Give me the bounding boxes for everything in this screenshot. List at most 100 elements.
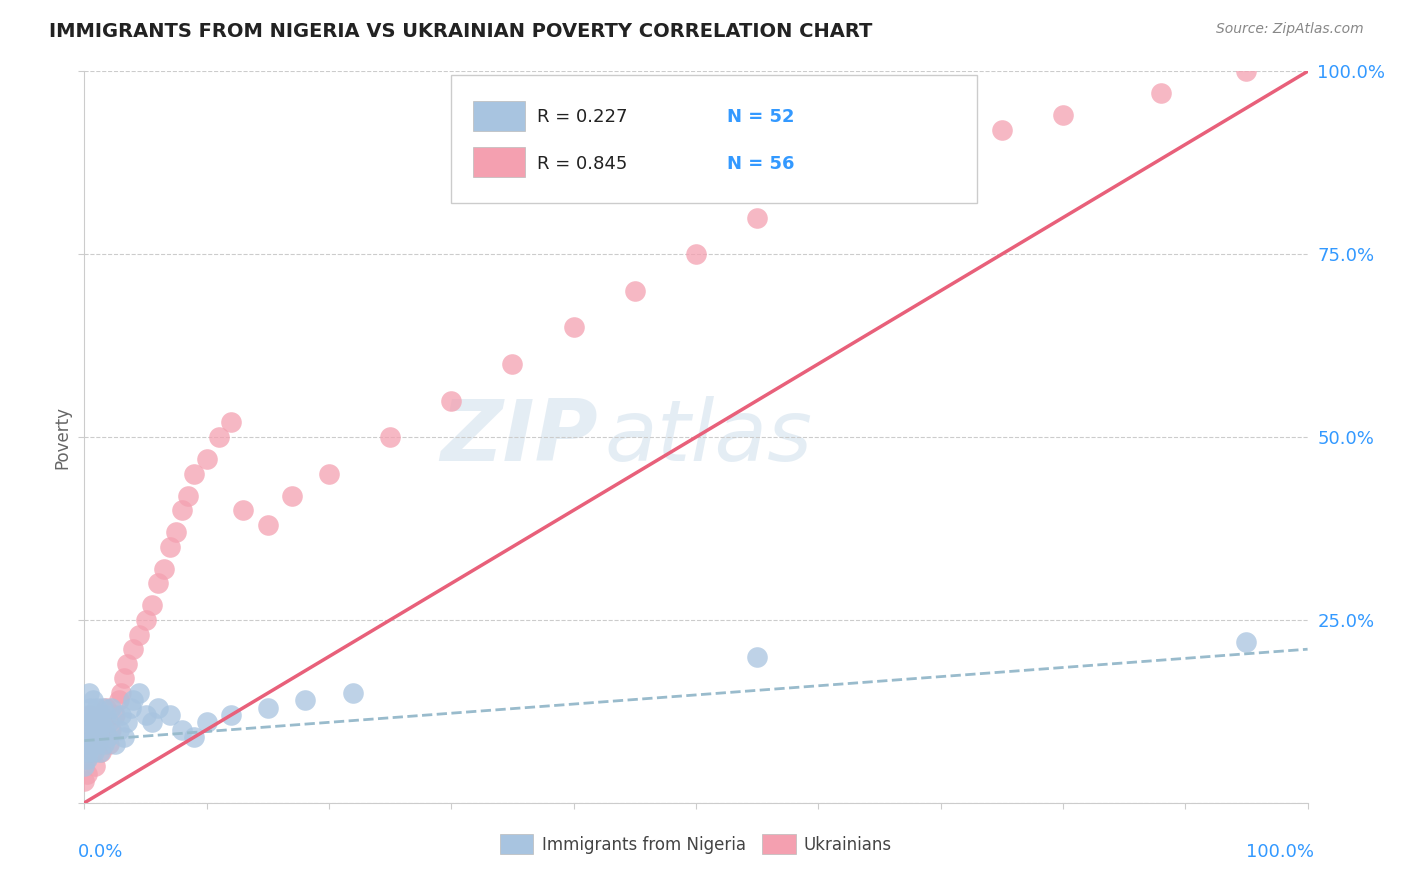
Point: [502, 357, 524, 371]
Point: [89, 708, 111, 723]
Point: [86, 737, 108, 751]
FancyBboxPatch shape: [474, 101, 524, 131]
Point: [100, 700, 122, 714]
Point: [208, 430, 231, 444]
Point: [84, 730, 107, 744]
Text: N = 52: N = 52: [727, 109, 794, 127]
Text: ZIP: ZIP: [440, 395, 598, 479]
Point: [122, 693, 145, 707]
Point: [281, 489, 304, 503]
Point: [77, 708, 100, 723]
Point: [112, 730, 135, 744]
Point: [128, 686, 150, 700]
Point: [79, 700, 101, 714]
Point: [82, 708, 104, 723]
Point: [87, 708, 110, 723]
Point: [107, 723, 129, 737]
Point: [342, 686, 364, 700]
Point: [93, 715, 115, 730]
Point: [107, 693, 129, 707]
Point: [115, 715, 138, 730]
Point: [135, 613, 157, 627]
Point: [87, 723, 110, 737]
Point: [807, 174, 830, 188]
Point: [685, 247, 707, 261]
Point: [165, 525, 187, 540]
Point: [86, 737, 108, 751]
Point: [75, 752, 97, 766]
Point: [110, 708, 132, 723]
Point: [141, 715, 163, 730]
Point: [219, 708, 242, 723]
Point: [991, 123, 1014, 137]
Point: [77, 723, 100, 737]
Point: [91, 730, 114, 744]
Text: Source: ZipAtlas.com: Source: ZipAtlas.com: [1216, 22, 1364, 37]
Point: [84, 715, 107, 730]
Y-axis label: Poverty: Poverty: [53, 406, 72, 468]
Point: [115, 657, 138, 671]
Point: [219, 416, 242, 430]
Point: [90, 745, 112, 759]
Point: [195, 715, 218, 730]
Point: [86, 700, 108, 714]
Point: [146, 576, 169, 591]
Point: [929, 137, 952, 152]
Point: [80, 737, 103, 751]
Point: [83, 723, 105, 737]
Point: [624, 284, 647, 298]
Point: [747, 649, 769, 664]
Point: [257, 700, 280, 714]
Legend: Immigrants from Nigeria, Ukrainians: Immigrants from Nigeria, Ukrainians: [494, 828, 898, 860]
Point: [177, 489, 200, 503]
Point: [97, 737, 120, 751]
Point: [80, 715, 103, 730]
Text: 100.0%: 100.0%: [1246, 843, 1313, 861]
Text: 0.0%: 0.0%: [79, 843, 124, 861]
Point: [135, 708, 157, 723]
Point: [141, 599, 163, 613]
Point: [82, 730, 104, 744]
Point: [77, 723, 100, 737]
Point: [1150, 87, 1173, 101]
Point: [73, 759, 96, 773]
FancyBboxPatch shape: [474, 146, 524, 178]
Point: [77, 737, 100, 751]
Point: [1236, 635, 1258, 649]
Text: N = 56: N = 56: [727, 155, 794, 173]
Text: R = 0.845: R = 0.845: [537, 155, 627, 173]
Point: [869, 152, 891, 166]
Point: [97, 715, 120, 730]
Point: [440, 393, 463, 408]
Point: [1236, 64, 1258, 78]
Point: [83, 745, 105, 759]
Point: [183, 730, 205, 744]
Point: [380, 430, 402, 444]
Point: [110, 686, 132, 700]
Point: [112, 672, 135, 686]
Point: [79, 730, 101, 744]
Point: [76, 766, 98, 780]
Text: IMMIGRANTS FROM NIGERIA VS UKRAINIAN POVERTY CORRELATION CHART: IMMIGRANTS FROM NIGERIA VS UKRAINIAN POV…: [49, 22, 873, 41]
Point: [120, 700, 142, 714]
Point: [562, 320, 585, 334]
Point: [1052, 108, 1074, 122]
Point: [96, 708, 118, 723]
Point: [91, 700, 114, 714]
Point: [128, 627, 150, 641]
Point: [77, 745, 100, 759]
FancyBboxPatch shape: [451, 75, 977, 203]
Point: [93, 737, 115, 751]
Point: [75, 737, 97, 751]
Point: [122, 642, 145, 657]
Point: [153, 562, 176, 576]
Point: [159, 540, 181, 554]
Point: [104, 708, 127, 723]
Text: atlas: atlas: [605, 395, 813, 479]
Point: [73, 773, 96, 788]
Point: [94, 723, 117, 737]
Point: [146, 700, 169, 714]
Point: [294, 693, 316, 707]
Text: R = 0.227: R = 0.227: [537, 109, 627, 127]
Point: [82, 693, 104, 707]
